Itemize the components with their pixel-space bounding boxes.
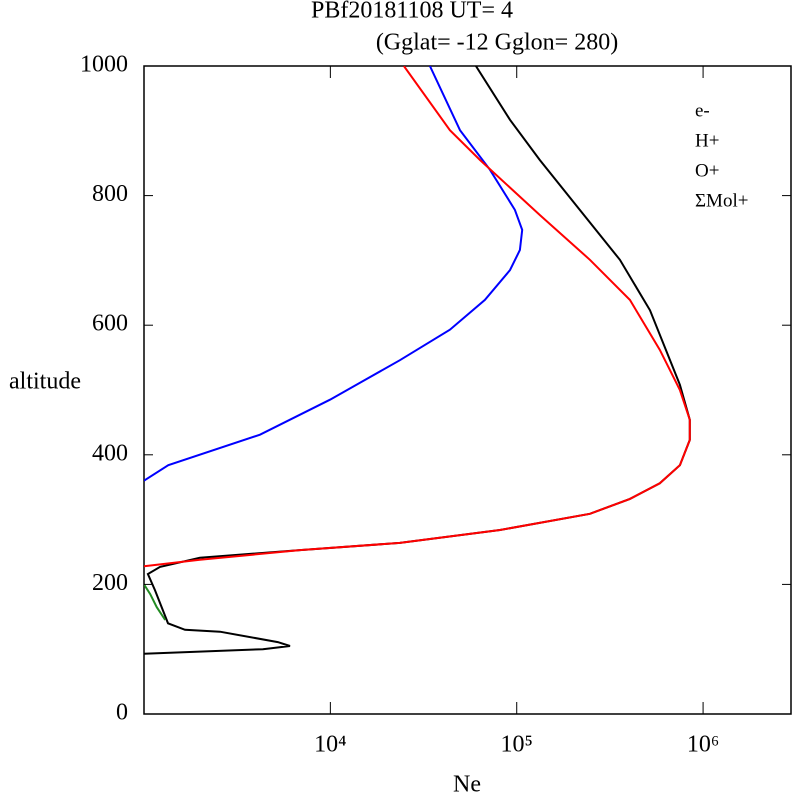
chart-subtitle: (Gglat= -12 Gglon= 280) bbox=[376, 30, 618, 56]
x-tick-label: 10⁵ bbox=[501, 732, 533, 758]
y-tick-label: 400 bbox=[92, 440, 128, 466]
x-tick-label: 10⁴ bbox=[314, 732, 346, 758]
legend-label: ΣMol+ bbox=[695, 190, 748, 211]
chart-title: PBf20181108 UT= 4 bbox=[311, 0, 513, 24]
legend-label: O+ bbox=[695, 160, 719, 181]
y-tick-label: 200 bbox=[92, 570, 128, 596]
legend-label: e- bbox=[695, 100, 710, 121]
series-line bbox=[144, 66, 691, 568]
x-tick-label: 10⁶ bbox=[687, 732, 719, 758]
series-line bbox=[144, 66, 524, 482]
x-axis-label: Ne bbox=[453, 772, 481, 795]
plot-frame bbox=[143, 65, 792, 715]
y-tick-label: 1000 bbox=[80, 52, 128, 78]
series-line bbox=[144, 583, 167, 621]
y-tick-label: 800 bbox=[92, 181, 128, 207]
y-tick-label: 600 bbox=[92, 311, 128, 337]
y-axis-label: altitude bbox=[9, 369, 81, 395]
series-line bbox=[144, 66, 691, 655]
y-tick-label: 0 bbox=[116, 700, 128, 726]
plot-area bbox=[144, 66, 691, 655]
legend-label: H+ bbox=[695, 130, 719, 151]
